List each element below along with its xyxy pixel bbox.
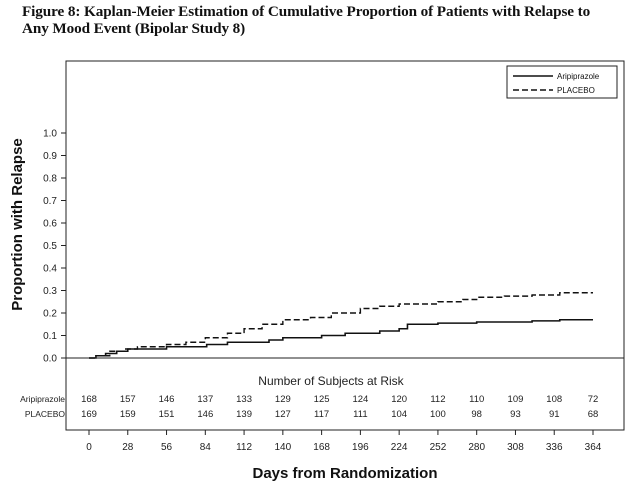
x-axis: 0 28 56 84 112 140 168 196 224 252 280 308 336 364	[86, 430, 602, 453]
legend-label: Aripiprazole	[557, 72, 600, 81]
risk-cell: 129	[275, 394, 291, 405]
risk-cell: 168	[81, 394, 97, 405]
y-tick-label: 0.7	[43, 196, 57, 207]
risk-cell: 93	[510, 409, 521, 420]
risk-cell: 108	[546, 394, 562, 405]
risk-cell: 124	[352, 394, 368, 405]
risk-cell: 104	[391, 409, 407, 420]
series-line-placebo	[89, 292, 593, 359]
y-tick-label: 1.0	[43, 129, 57, 140]
x-tick-label: 252	[430, 442, 447, 453]
risk-cell: 139	[236, 409, 252, 420]
x-tick-label: 224	[391, 442, 408, 453]
y-axis-label: Proportion with Relapse	[9, 138, 26, 311]
risk-cell: 109	[508, 394, 524, 405]
y-tick-label: 0.9	[43, 151, 57, 162]
y-tick-label: 0.5	[43, 241, 57, 252]
legend-label: PLACEBO	[557, 86, 595, 95]
x-tick-label: 336	[546, 442, 563, 453]
y-tick-label: 0.0	[43, 354, 57, 365]
x-axis-label: Days from Randomization	[252, 465, 437, 482]
legend: Aripiprazole PLACEBO	[506, 65, 618, 99]
risk-cell: 91	[549, 409, 560, 420]
risk-cell: 68	[588, 409, 599, 420]
y-tick-label: 0.2	[43, 309, 57, 320]
risk-table: Number of Subjects at Risk Aripiprazole 16…	[20, 374, 598, 420]
risk-cell: 125	[314, 394, 330, 405]
risk-cell: 127	[275, 409, 291, 420]
x-tick-label: 140	[275, 442, 292, 453]
legend-box	[506, 65, 618, 99]
x-tick-label: 112	[236, 442, 252, 453]
risk-cell: 111	[353, 409, 367, 420]
risk-cell: 100	[430, 409, 446, 420]
x-tick-label: 0	[86, 442, 92, 453]
x-tick-label: 56	[161, 442, 173, 453]
x-tick-label: 168	[313, 442, 330, 453]
y-tick-label: 0.8	[43, 174, 57, 185]
x-tick-label: 308	[507, 442, 524, 453]
risk-cell: 110	[469, 394, 484, 405]
risk-cell: 117	[314, 409, 329, 420]
risk-cell: 157	[120, 394, 136, 405]
series-layer	[89, 292, 593, 359]
risk-cell: 146	[197, 409, 213, 420]
x-tick-label: 280	[468, 442, 485, 453]
figure-title: Figure 8: Kaplan-Meier Estimation of Cum…	[22, 3, 591, 37]
risk-row-label: Aripiprazole	[20, 394, 65, 404]
risk-cell: 146	[159, 394, 175, 405]
y-tick-label: 0.6	[43, 219, 57, 230]
y-tick-label: 0.1	[43, 331, 57, 342]
risk-cell: 72	[588, 394, 599, 405]
x-tick-label: 84	[200, 442, 212, 453]
y-axis: 0.0 0.1 0.2 0.3 0.4 0.5 0.6 0.7 0.8 0.9 1.0	[43, 129, 66, 365]
y-tick-label: 0.4	[43, 264, 57, 275]
risk-cell: 120	[391, 394, 407, 405]
risk-cell: 169	[81, 409, 97, 420]
risk-cell: 112	[430, 394, 445, 405]
risk-cell: 159	[120, 409, 136, 420]
risk-cell: 137	[197, 394, 213, 405]
risk-cell: 98	[471, 409, 482, 420]
x-tick-label: 28	[122, 442, 134, 453]
x-tick-label: 196	[352, 442, 369, 453]
risk-cell: 151	[159, 409, 175, 420]
y-tick-label: 0.3	[43, 286, 57, 297]
risk-cell: 133	[236, 394, 252, 405]
risk-table-title: Number of Subjects at Risk	[258, 374, 404, 388]
x-tick-label: 364	[585, 442, 602, 453]
risk-row-label: PLACEBO	[25, 409, 66, 419]
series-line-aripiprazole	[89, 318, 593, 359]
